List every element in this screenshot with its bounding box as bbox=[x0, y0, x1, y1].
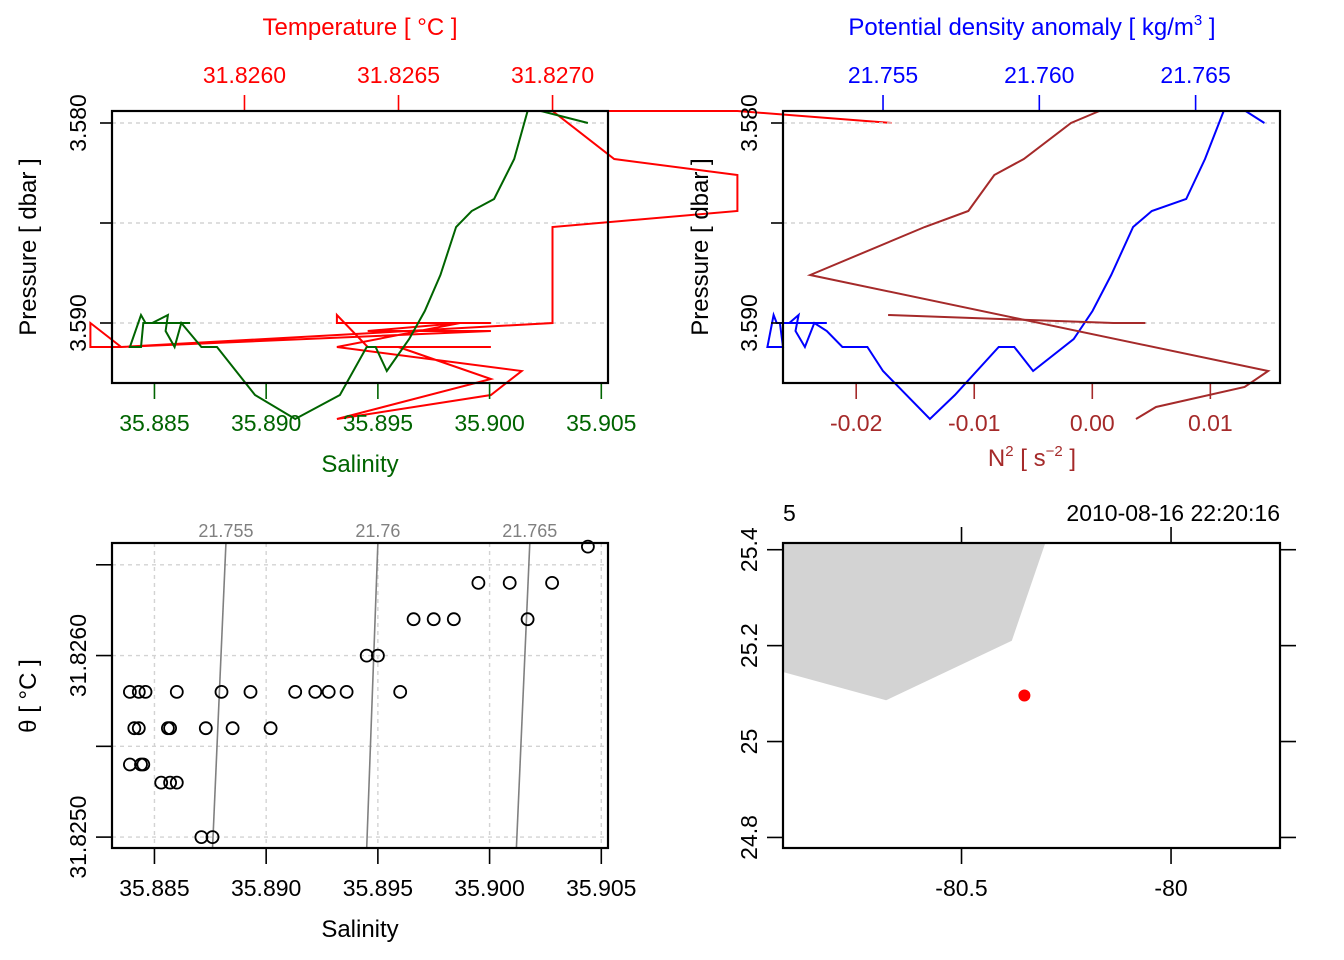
salinity-tick-label: 35.885 bbox=[119, 875, 189, 901]
pressure-tick-label: 3.590 bbox=[65, 294, 91, 352]
latitude-tick-label: 25.4 bbox=[736, 527, 762, 572]
pressure-tick-label: 3.590 bbox=[736, 294, 762, 352]
ts-point bbox=[263, 721, 278, 736]
rho-series-potential-density-anomaly bbox=[766, 110, 1265, 421]
ts-top-tick-label: 31.8260 bbox=[203, 62, 286, 88]
ts-point bbox=[426, 612, 441, 627]
isopycnal-label: 21.755 bbox=[198, 521, 253, 541]
ts-point bbox=[138, 685, 153, 699]
temperature-axis-title: Temperature [ °C ] bbox=[263, 14, 458, 41]
ts-point bbox=[163, 721, 178, 736]
ts-point bbox=[163, 775, 178, 790]
ts-top-tick-label: 31.8270 bbox=[511, 62, 594, 88]
rho-top-tick-label: 21.760 bbox=[1004, 62, 1074, 88]
density-axis-title: Potential density anomaly [ kg/m3 ] bbox=[848, 12, 1215, 41]
ts-series-temperature bbox=[89, 110, 892, 420]
map-frame bbox=[781, 541, 1282, 850]
salinity-tick-label: 35.890 bbox=[231, 875, 301, 901]
rho-bottom-tick-label: 0.01 bbox=[1188, 410, 1233, 436]
pressure-tick-label: 3.580 bbox=[736, 94, 762, 152]
ts-point bbox=[471, 576, 486, 590]
latitude-tick-label: 24.8 bbox=[736, 815, 762, 860]
rho-bottom-tick-label: 0.00 bbox=[1070, 410, 1115, 436]
ts-point bbox=[154, 775, 169, 790]
pressure-tick-label: 3.580 bbox=[65, 94, 91, 152]
rho-bottom-tick-label: -0.02 bbox=[830, 410, 882, 436]
latitude-tick-label: 25.2 bbox=[736, 623, 762, 668]
ts-point bbox=[370, 648, 385, 663]
ts-point bbox=[393, 685, 408, 699]
ts-profile-panel: Temperature [ °C ] Salinity Pressure [ d… bbox=[15, 14, 892, 478]
ts-xlabel: Salinity bbox=[321, 916, 398, 943]
salinity-tick-label: 35.895 bbox=[343, 875, 413, 901]
theta-tick-label: 31.8250 bbox=[65, 796, 91, 879]
rho-top-tick-label: 21.755 bbox=[848, 62, 918, 88]
ts-ylabel: θ [ °C ] bbox=[15, 659, 42, 733]
ts-point bbox=[321, 685, 336, 699]
ts-point bbox=[243, 685, 258, 699]
longitude-tick-label: -80 bbox=[1154, 875, 1187, 901]
ts-point bbox=[225, 721, 240, 736]
ts-point bbox=[122, 757, 137, 772]
ts-top-tick-label: 31.8265 bbox=[357, 62, 440, 88]
isopycnal-label: 21.765 bbox=[502, 521, 557, 541]
ts-point bbox=[131, 685, 146, 699]
density-n2-frame bbox=[781, 109, 1282, 385]
rho-series-branch bbox=[888, 314, 1146, 324]
ts-point bbox=[520, 612, 535, 627]
ts-bottom-tick-label: 35.900 bbox=[454, 410, 524, 436]
ts-bottom-tick-label: 35.885 bbox=[119, 410, 189, 436]
latitude-tick-label: 25 bbox=[736, 729, 762, 755]
ts-point bbox=[545, 576, 559, 590]
salinity-tick-label: 35.905 bbox=[566, 875, 636, 901]
ts-bottom-tick-label: 35.890 bbox=[231, 410, 301, 436]
station-marker[interactable] bbox=[1018, 689, 1031, 702]
pressure-axis-title: Pressure [ dbar ] bbox=[15, 158, 42, 335]
rho-top-tick-label: 21.765 bbox=[1160, 62, 1230, 88]
salinity-axis-title: Salinity bbox=[321, 451, 398, 478]
ts-diagram-panel: Salinity θ [ °C ] 21.755 21.76 21.765 35.8… bbox=[15, 521, 636, 943]
station-map-panel: -80.5 -80 24.8 25 25.2 25.4 5 2010-08-16 22:2… bbox=[736, 500, 1296, 901]
ts-point bbox=[308, 685, 323, 699]
ts-point bbox=[122, 685, 137, 699]
ts-point bbox=[339, 685, 354, 699]
ts-point bbox=[169, 775, 184, 790]
rho-series-n2 bbox=[806, 110, 1271, 420]
ts-point bbox=[131, 721, 146, 736]
ts-point bbox=[581, 539, 595, 554]
ts-diagram-frame bbox=[110, 541, 610, 850]
ts-point bbox=[127, 721, 142, 736]
ts-point bbox=[169, 685, 184, 699]
isopycnal-line bbox=[365, 542, 379, 849]
n2-axis-title: N2 [ s−2 ] bbox=[988, 443, 1076, 472]
ts-point bbox=[446, 612, 461, 627]
salinity-tick-label: 35.900 bbox=[454, 875, 524, 901]
ts-bottom-tick-label: 35.895 bbox=[343, 410, 413, 436]
ts-point bbox=[214, 685, 229, 699]
pressure-axis-title: Pressure [ dbar ] bbox=[687, 158, 714, 335]
density-n2-panel: Potential density anomaly [ kg/m3 ] N2 [… bbox=[687, 12, 1282, 472]
ts-profile-frame bbox=[110, 109, 610, 385]
ts-series-salinity bbox=[128, 110, 589, 421]
ts-point bbox=[136, 757, 151, 772]
ts-point bbox=[205, 830, 220, 844]
rho-bottom-tick-label: -0.01 bbox=[948, 410, 1000, 436]
ts-point bbox=[288, 685, 303, 699]
isopycnal-line bbox=[211, 542, 227, 849]
ts-point bbox=[198, 721, 213, 736]
land-polygon bbox=[783, 543, 1046, 701]
isopycnal-label: 21.76 bbox=[355, 521, 400, 541]
isopycnal-line bbox=[515, 542, 531, 849]
ts-bottom-tick-label: 35.905 bbox=[566, 410, 636, 436]
ts-point bbox=[406, 612, 421, 627]
longitude-tick-label: -80.5 bbox=[935, 875, 987, 901]
ts-point bbox=[502, 576, 517, 590]
station-number-label: 5 bbox=[783, 500, 796, 526]
theta-tick-label: 31.8260 bbox=[65, 614, 91, 697]
station-datetime-label: 2010-08-16 22:20:16 bbox=[1066, 500, 1280, 526]
